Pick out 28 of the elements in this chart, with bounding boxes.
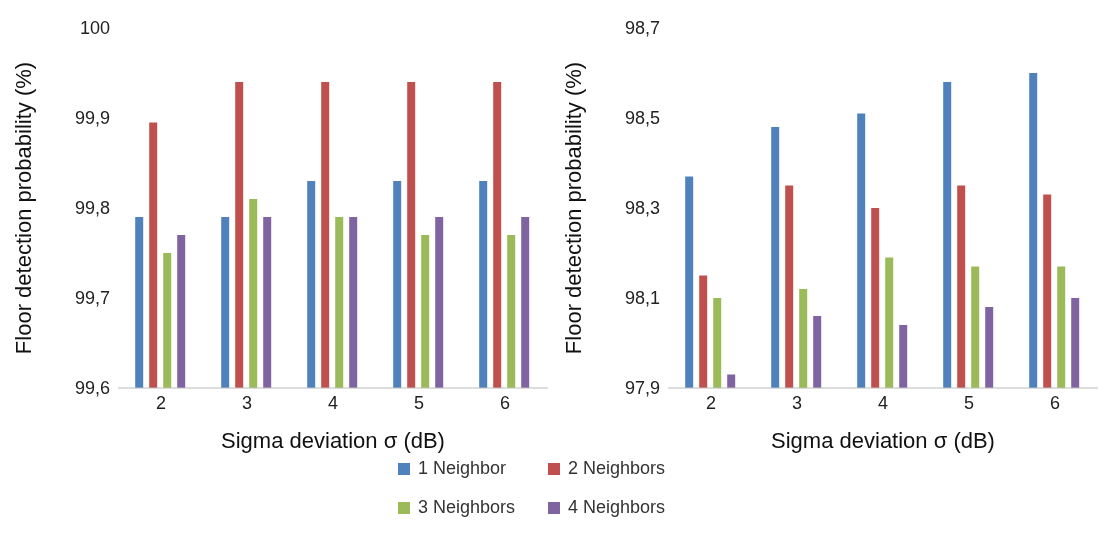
x-tick-label: 5 [413,392,425,413]
x-tick-label: 2 [155,392,167,413]
y-tick-label: 98,5 [624,108,660,129]
x-tick-label: 4 [877,392,889,413]
y-tick-label: 97,9 [624,378,660,399]
y-tick-label: 99,6 [74,378,110,399]
x-tick-label: 2 [705,392,717,413]
y-tick-label: 99,9 [74,108,110,129]
y-axis-title: Floor detection probability (%) [560,61,586,355]
x-tick-label: 3 [241,392,253,413]
legend-label: 4 Neighbors [568,497,666,518]
y-tick-label: 100 [79,18,110,39]
x-tick-label: 6 [1049,392,1061,413]
x-tick-label: 6 [499,392,511,413]
y-tick-label: 99,8 [74,198,110,219]
x-tick-label: 5 [963,392,975,413]
x-axis-title: Sigma deviation σ (dB) [221,428,445,453]
x-tick-label: 4 [327,392,339,413]
legend-label: 1 Neighbor [418,458,507,479]
x-tick-label: 3 [791,392,803,413]
legend-label: 3 Neighbors [418,497,516,518]
y-tick-label: 98,3 [624,198,660,219]
legend-label: 2 Neighbors [568,458,666,479]
y-tick-label: 99,7 [74,288,110,309]
y-tick-label: 98,1 [624,288,660,309]
y-tick-label: 98,7 [624,18,660,39]
y-axis-title: Floor detection probability (%) [10,61,36,355]
x-axis-title: Sigma deviation σ (dB) [771,428,995,453]
